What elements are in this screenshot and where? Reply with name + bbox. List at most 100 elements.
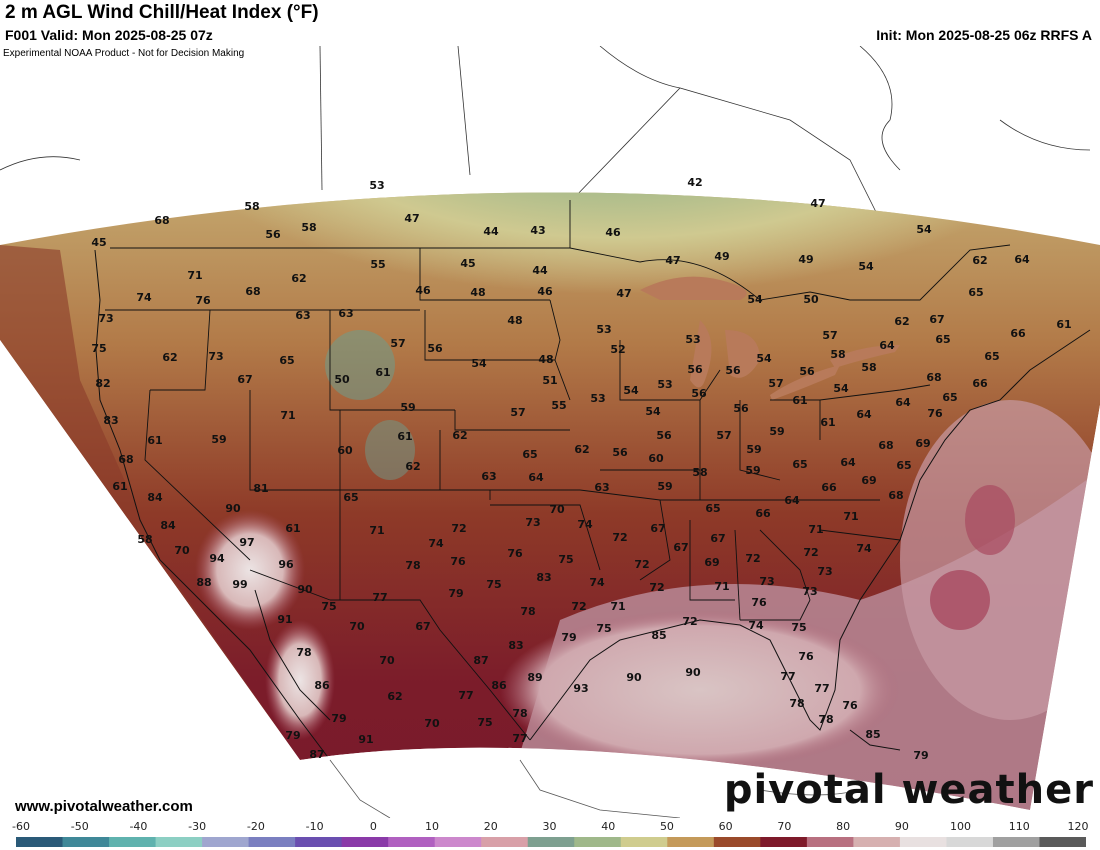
valid-time: F001 Valid: Mon 2025-08-25 07z xyxy=(5,27,213,43)
value-label: 56 xyxy=(427,342,443,355)
value-label: 78 xyxy=(512,707,527,720)
value-label: 58 xyxy=(830,348,845,361)
value-label: 66 xyxy=(1010,327,1026,340)
value-label: 71 xyxy=(280,409,295,422)
value-label: 73 xyxy=(759,575,774,588)
value-label: 78 xyxy=(789,697,804,710)
value-label: 75 xyxy=(91,342,106,355)
value-label: 86 xyxy=(314,679,330,692)
colorbar-tick: 70 xyxy=(777,820,792,833)
value-label: 94 xyxy=(209,552,225,565)
value-label: 65 xyxy=(705,502,720,515)
value-label: 63 xyxy=(594,481,609,494)
colorbar-segment xyxy=(248,837,296,847)
value-label: 71 xyxy=(714,580,729,593)
colorbar-segment xyxy=(527,837,575,847)
value-label: 68 xyxy=(878,439,893,452)
value-label: 53 xyxy=(657,378,672,391)
value-label: 83 xyxy=(103,414,118,427)
value-label: 74 xyxy=(589,576,605,589)
value-label: 74 xyxy=(136,291,152,304)
value-label: 70 xyxy=(349,620,365,633)
value-label: 79 xyxy=(285,729,300,742)
colorbar-segment xyxy=(713,837,761,847)
value-label: 75 xyxy=(486,578,501,591)
colorbar-segment xyxy=(992,837,1041,847)
colorbar-tick: -60 xyxy=(12,820,30,833)
value-label: 78 xyxy=(818,713,833,726)
value-label: 44 xyxy=(483,225,499,238)
coastlines xyxy=(94,249,1091,761)
value-label: 65 xyxy=(279,354,294,367)
value-label: 51 xyxy=(542,374,557,387)
value-label: 71 xyxy=(843,510,858,523)
colorbar-segment xyxy=(202,837,250,847)
value-label: 77 xyxy=(458,689,473,702)
value-label: 70 xyxy=(549,503,565,516)
value-label: 71 xyxy=(187,269,202,282)
value-label: 72 xyxy=(649,581,664,594)
colorbar-strip xyxy=(16,837,1086,847)
value-label: 56 xyxy=(687,363,703,376)
disclaimer: Experimental NOAA Product - Not for Deci… xyxy=(3,48,245,59)
value-label: 73 xyxy=(208,350,223,363)
value-label: 70 xyxy=(379,654,395,667)
value-label: 54 xyxy=(471,357,487,370)
value-label: 64 xyxy=(895,396,911,409)
value-label: 58 xyxy=(861,361,876,374)
value-label: 64 xyxy=(840,456,856,469)
outside-domain-outlines xyxy=(0,45,1091,221)
value-label: 54 xyxy=(916,223,932,236)
value-label: 61 xyxy=(397,430,412,443)
value-label: 74 xyxy=(577,518,593,531)
value-label: 67 xyxy=(673,541,688,554)
value-label: 47 xyxy=(404,212,419,225)
value-label: 91 xyxy=(277,613,292,626)
colorbar-segment xyxy=(853,837,901,847)
value-label: 56 xyxy=(265,228,281,241)
colorbar-tick: -50 xyxy=(70,820,89,833)
value-label: 68 xyxy=(245,285,260,298)
colorbar-tick: 100 xyxy=(950,820,972,833)
value-label: 59 xyxy=(746,443,761,456)
value-label: 90 xyxy=(225,502,241,515)
value-label: 76 xyxy=(195,294,211,307)
temperature-field xyxy=(0,192,1100,810)
colorbar-tick: 60 xyxy=(718,820,733,833)
value-label: 54 xyxy=(756,352,772,365)
value-label: 61 xyxy=(1056,318,1071,331)
value-label: 89 xyxy=(527,671,542,684)
value-label: 62 xyxy=(574,443,589,456)
value-label: 79 xyxy=(913,749,928,762)
value-label: 77 xyxy=(372,591,387,604)
value-label: 73 xyxy=(802,585,817,598)
value-label: 73 xyxy=(817,565,832,578)
value-label: 76 xyxy=(751,596,767,609)
value-label: 87 xyxy=(473,654,488,667)
value-label: 57 xyxy=(822,329,837,342)
value-label: 56 xyxy=(799,365,815,378)
value-label: 66 xyxy=(755,507,771,520)
value-label: 65 xyxy=(984,350,999,363)
value-label: 61 xyxy=(285,522,300,535)
value-label: 44 xyxy=(532,264,548,277)
value-label: 63 xyxy=(481,470,496,483)
colorbar-segment xyxy=(806,837,854,847)
value-label: 73 xyxy=(525,516,540,529)
value-label: 59 xyxy=(657,480,672,493)
value-label: 76 xyxy=(842,699,858,712)
colorbar-segment xyxy=(574,837,622,847)
value-label: 67 xyxy=(929,313,944,326)
value-label: 90 xyxy=(297,583,313,596)
value-label: 96 xyxy=(278,558,294,571)
value-label: 59 xyxy=(745,464,760,477)
value-label: 56 xyxy=(656,429,672,442)
value-label: 75 xyxy=(558,553,573,566)
value-label: 65 xyxy=(896,459,911,472)
website-link[interactable]: www.pivotalweather.com xyxy=(15,798,193,815)
value-label: 46 xyxy=(415,284,431,297)
value-label: 67 xyxy=(650,522,665,535)
value-label: 76 xyxy=(798,650,814,663)
value-label: 71 xyxy=(808,523,823,536)
value-label: 77 xyxy=(780,670,795,683)
